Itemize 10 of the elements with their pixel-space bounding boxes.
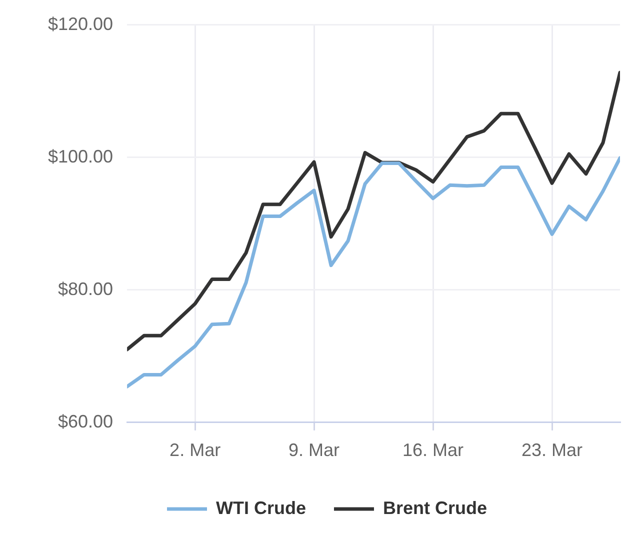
legend-label: WTI Crude bbox=[216, 498, 306, 518]
y-tick-label: $120.00 bbox=[48, 14, 114, 34]
y-tick-label: $80.00 bbox=[58, 278, 114, 299]
x-tick-label: 23. Mar bbox=[521, 440, 583, 460]
y-tick-label: $60.00 bbox=[58, 411, 114, 432]
x-tick-label: 2. Mar bbox=[170, 440, 221, 460]
x-tick-label: 16. Mar bbox=[402, 440, 464, 460]
x-tick-label: 9. Mar bbox=[288, 440, 340, 460]
y-tick-label: $100.00 bbox=[48, 146, 114, 166]
legend-label: Brent Crude bbox=[382, 498, 488, 518]
